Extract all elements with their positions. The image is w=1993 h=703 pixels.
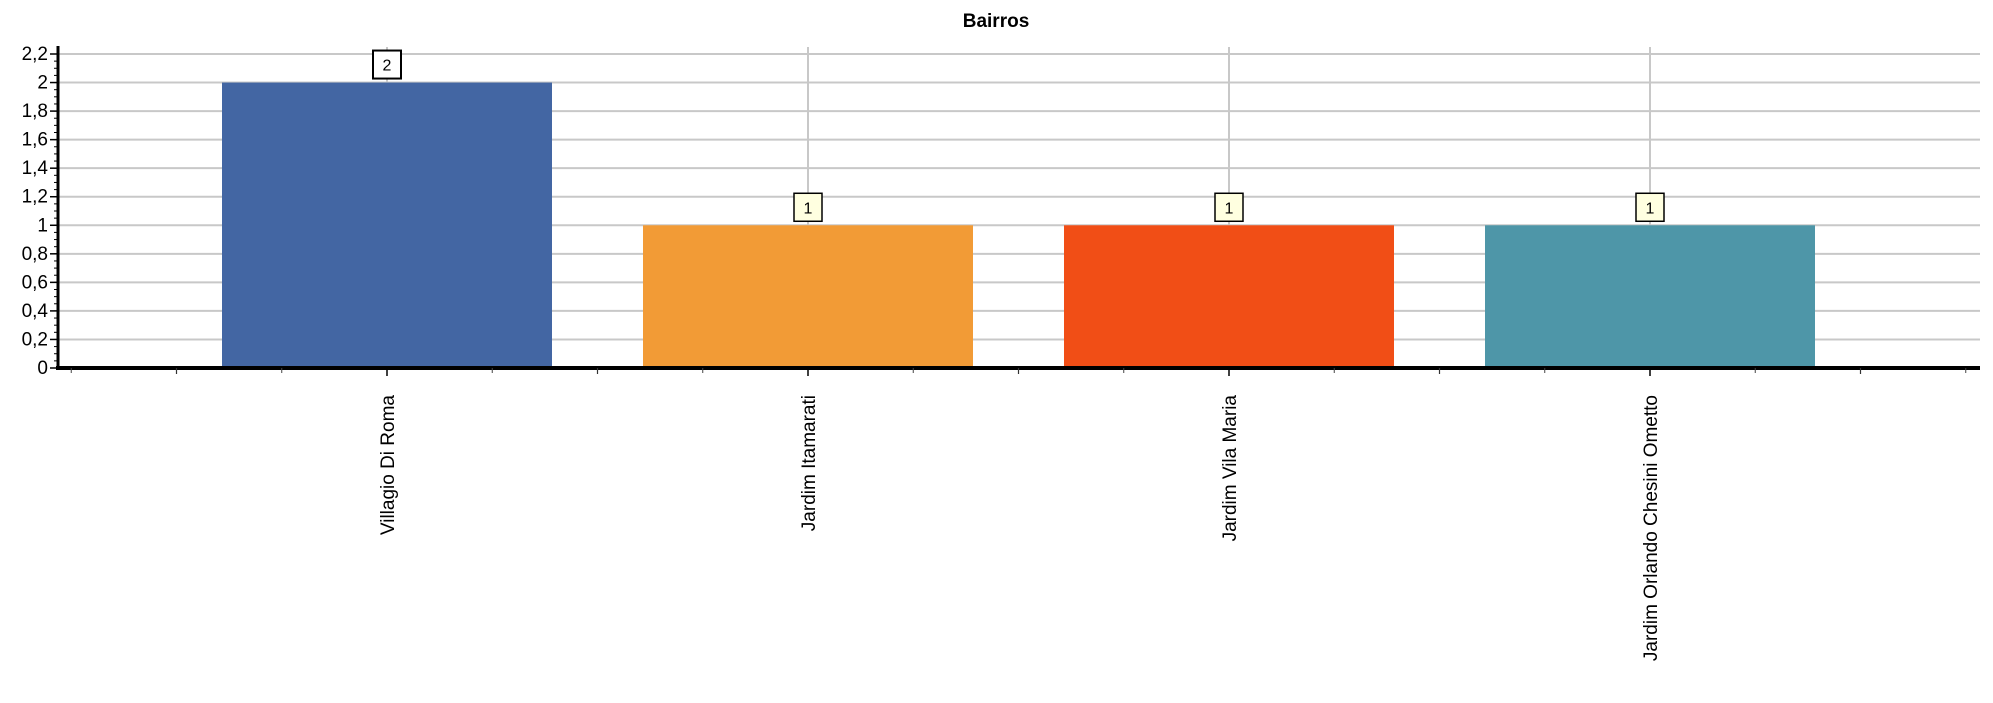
data-label: 1 [1646,200,1655,217]
x-tick-label: Jardim Orlando Chesini Ometto [1641,395,1662,661]
bar [1064,225,1394,368]
data-label-box [1635,192,1665,223]
bar [222,82,552,368]
y-tick-label: 1,2 [22,187,48,208]
y-tick-label: 2 [37,73,48,94]
data-label-box [372,49,402,80]
data-label-box [1214,192,1244,223]
data-label: 1 [804,200,813,217]
x-tick-label: Jardim Vila Maria [1220,395,1241,542]
x-tick-label: Villagio Di Roma [378,395,399,536]
y-tick-label: 0,6 [22,272,48,293]
y-tick-label: 2,2 [22,44,48,65]
data-label-box [793,192,823,223]
y-tick-label: 1,4 [22,158,49,179]
bar [1485,225,1815,368]
y-tick-label: 1 [37,215,48,236]
y-tick-label: 0 [37,358,48,379]
data-label: 1 [1225,200,1234,217]
chart-title: Bairros [963,11,1030,32]
y-tick-label: 0,2 [22,329,48,350]
x-tick-label: Jardim Itamarati [799,395,820,531]
y-tick-label: 0,4 [22,301,49,322]
bars [222,82,1815,368]
bar [643,225,973,368]
y-tick-label: 1,6 [22,130,48,151]
axes: 0 0,2 0,4 0,6 0,8 1 1,2 1,4 1,6 1,8 2 2,2 Villagio D… [22,44,1980,661]
data-label: 2 [383,58,392,75]
data-labels: 2 1 1 1 [372,49,1665,223]
y-tick-label: 0,8 [22,244,48,265]
y-tick-label: 1,8 [22,101,48,122]
